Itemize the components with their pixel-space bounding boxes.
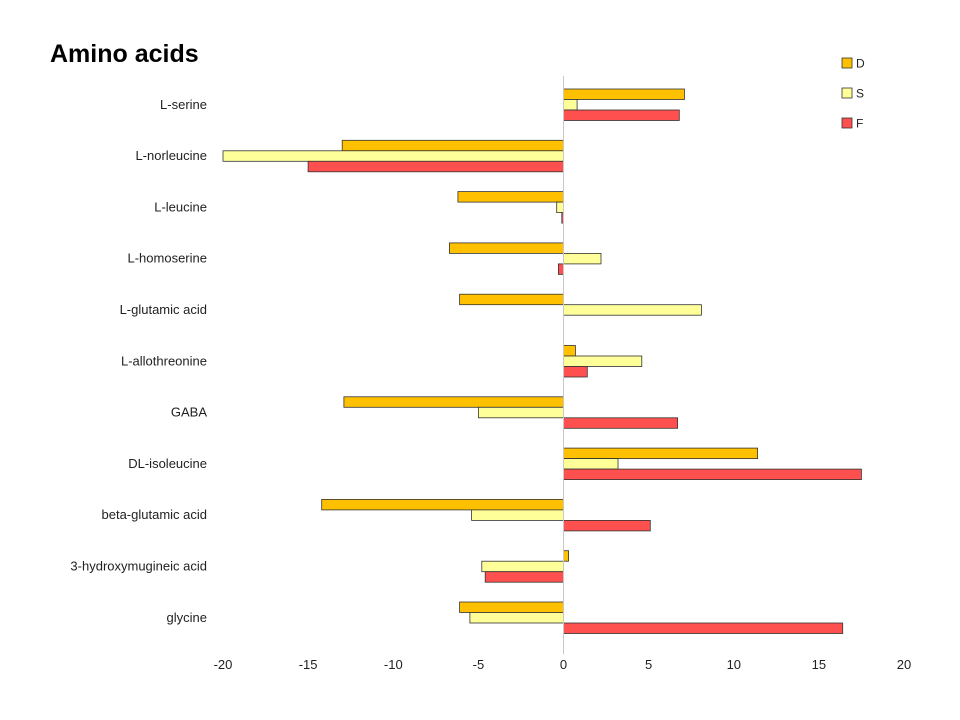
category-label: L-allothreonine bbox=[121, 353, 207, 368]
x-tick-label: -5 bbox=[473, 657, 485, 672]
bar-s-10 bbox=[481, 560, 564, 573]
legend-swatch-d bbox=[841, 57, 853, 69]
bar-s-6 bbox=[563, 355, 643, 367]
bar-d-5 bbox=[459, 293, 564, 306]
bar-d-7 bbox=[343, 396, 564, 408]
x-tick-label: -15 bbox=[299, 657, 318, 672]
bar-d-11 bbox=[459, 601, 564, 613]
x-tick-label: 10 bbox=[727, 657, 741, 672]
category-label: L-serine bbox=[160, 97, 207, 112]
bar-s-3 bbox=[556, 201, 564, 214]
bar-s-2 bbox=[222, 150, 564, 162]
legend-label-d: D bbox=[856, 57, 865, 71]
x-tick-label: 20 bbox=[897, 657, 911, 672]
bar-d-10 bbox=[563, 550, 569, 562]
bar-d-8 bbox=[563, 447, 759, 460]
x-tick-label: 0 bbox=[560, 657, 567, 672]
bar-s-5 bbox=[563, 304, 702, 316]
category-label: 3-hydroxymugineic acid bbox=[70, 559, 207, 574]
bar-d-6 bbox=[563, 345, 576, 357]
legend-label-s: S bbox=[856, 87, 864, 101]
bar-d-4 bbox=[448, 242, 564, 254]
bar-f-9 bbox=[563, 520, 651, 532]
bar-d-2 bbox=[341, 139, 564, 152]
bar-f-11 bbox=[563, 622, 844, 634]
bar-s-4 bbox=[563, 252, 602, 265]
bar-f-1 bbox=[563, 109, 680, 121]
category-label: L-glutamic acid bbox=[120, 302, 207, 317]
bar-s-7 bbox=[477, 406, 564, 419]
bar-d-3 bbox=[457, 191, 564, 203]
bar-f-4 bbox=[558, 263, 564, 275]
bar-s-1 bbox=[563, 99, 578, 111]
bar-f-8 bbox=[563, 468, 862, 481]
bar-d-9 bbox=[321, 498, 564, 511]
legend-swatch-f bbox=[841, 117, 853, 129]
bar-f-6 bbox=[563, 366, 588, 378]
x-tick-label: -10 bbox=[384, 657, 403, 672]
legend-swatch-s bbox=[841, 87, 853, 99]
bar-s-8 bbox=[563, 458, 619, 470]
category-label: L-homoserine bbox=[128, 251, 208, 266]
x-tick-label: 15 bbox=[812, 657, 826, 672]
category-label: L-norleucine bbox=[135, 148, 207, 163]
legend-label-f: F bbox=[856, 117, 863, 131]
bar-f-7 bbox=[563, 417, 678, 429]
bar-s-9 bbox=[471, 509, 564, 521]
chart-title: Amino acids bbox=[50, 40, 199, 68]
category-label: DL-isoleucine bbox=[128, 456, 207, 471]
category-label: L-leucine bbox=[154, 199, 207, 214]
bar-s-11 bbox=[469, 612, 564, 624]
category-label: GABA bbox=[171, 405, 207, 420]
bar-f-2 bbox=[307, 160, 564, 173]
category-label: glycine bbox=[167, 610, 207, 625]
category-label: beta-glutamic acid bbox=[102, 507, 208, 522]
bar-d-1 bbox=[563, 88, 685, 100]
x-tick-label: 5 bbox=[645, 657, 652, 672]
x-tick-label: -20 bbox=[214, 657, 233, 672]
bar-f-10 bbox=[484, 571, 564, 583]
